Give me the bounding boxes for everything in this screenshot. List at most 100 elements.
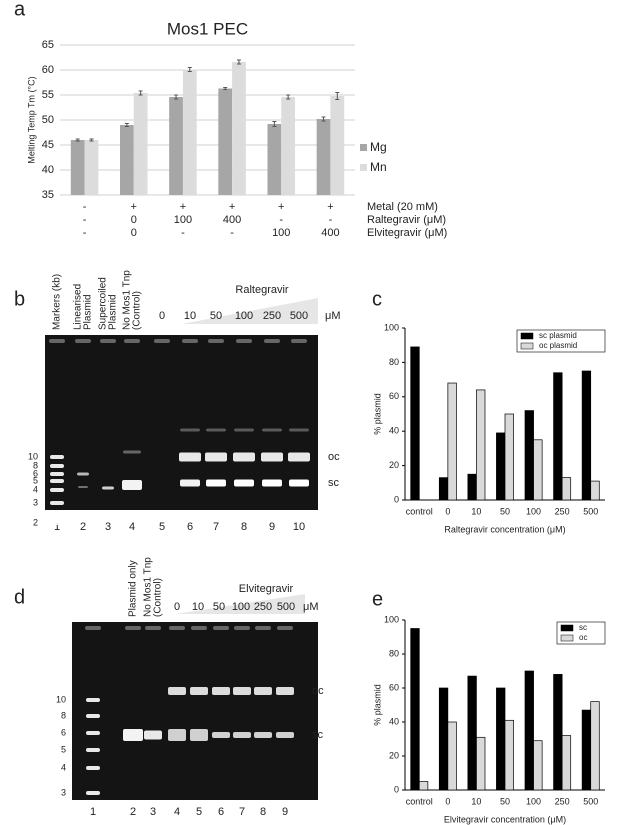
bar: [581, 370, 592, 501]
x-tick-label: 500: [583, 506, 598, 516]
legend-label: sc: [579, 623, 587, 632]
y-tick-label: 100: [384, 322, 399, 332]
concentration-label: 100: [235, 310, 253, 322]
lane-number: 5: [159, 521, 165, 533]
x-table-cell: +: [327, 201, 333, 213]
y-tick-label: 80: [389, 648, 399, 658]
lane-header: (Control): [153, 578, 164, 617]
bar: [232, 62, 246, 195]
legend-swatch: [520, 342, 534, 350]
lane-header: Supercoiled: [98, 277, 109, 330]
bar: [169, 97, 183, 195]
lane-number: 6: [218, 806, 224, 818]
y-axis-label: % plasmid: [372, 684, 382, 726]
gel-band: [125, 626, 141, 630]
lane-number: 1: [90, 806, 96, 818]
gel-band: [262, 479, 282, 487]
gel-band: [168, 729, 186, 741]
gel-band: [78, 486, 88, 488]
x-table-cell: 100: [272, 227, 290, 239]
gel-band: [86, 791, 100, 795]
y-tick-label: 60: [389, 391, 399, 401]
lane-number: 8: [260, 806, 266, 818]
gel-band: [85, 626, 101, 630]
gel-band: [234, 479, 254, 487]
panel-label: a: [14, 0, 26, 20]
concentration-unit: μM: [303, 601, 319, 613]
gel-band: [123, 450, 141, 454]
x-table-row-label: Raltegravir (μM): [367, 214, 446, 226]
x-table-cell: 0: [131, 227, 137, 239]
x-tick-label: 0: [445, 796, 450, 806]
band-label: oc: [328, 451, 340, 463]
lane-number: 9: [282, 806, 288, 818]
error-bar: [138, 90, 143, 96]
gel-band: [264, 339, 280, 343]
concentration-label: 0: [159, 310, 165, 322]
lane-number: 8: [241, 521, 247, 533]
x-table-cell: +: [131, 201, 137, 213]
bar: [590, 480, 600, 501]
y-tick-label: 35: [42, 189, 54, 201]
gel-band: [206, 479, 226, 487]
x-table-cell: +: [180, 201, 186, 213]
y-tick-label: 0: [394, 494, 399, 504]
lane-number: 6: [187, 521, 193, 533]
x-table-cell: -: [329, 214, 333, 226]
error-bar: [335, 92, 340, 100]
y-tick-label: 0: [394, 784, 399, 794]
bar: [533, 740, 543, 791]
gel-band: [86, 748, 100, 752]
bar: [316, 119, 331, 195]
y-tick-label: 60: [389, 682, 399, 692]
x-tick-label: control: [406, 506, 433, 516]
drug-label: Elvitegravir: [239, 583, 294, 595]
y-tick-label: 20: [389, 460, 399, 470]
lane-number: 7: [213, 521, 219, 533]
marker-size-label: 4: [33, 484, 38, 494]
x-table-cell: -: [83, 201, 87, 213]
marker-size-label: 10: [28, 451, 38, 461]
x-tick-label: 100: [526, 506, 541, 516]
marker-size-label: 2: [33, 517, 38, 527]
gel-band: [154, 339, 170, 343]
gel-band: [276, 732, 294, 738]
bar: [467, 675, 477, 791]
bar: [267, 124, 282, 195]
gel-band: [50, 455, 64, 459]
lane-number: 4: [174, 806, 180, 818]
gel-band: [49, 339, 65, 343]
x-axis-label: Elvitegravir concentration (μM): [444, 814, 566, 824]
concentration-label: 500: [277, 601, 295, 613]
lane-number: 9: [269, 521, 275, 533]
error-bar: [236, 59, 241, 65]
x-table-cell: +: [229, 201, 235, 213]
gel-band: [180, 479, 200, 487]
gel-band: [191, 626, 207, 630]
bar: [561, 735, 572, 791]
lane-header: Plasmid only: [128, 560, 139, 617]
marker-size-label: 10: [56, 694, 66, 704]
x-table-cell: -: [279, 214, 283, 226]
bar: [524, 410, 534, 501]
bar: [410, 346, 420, 501]
gel-image: [72, 622, 318, 800]
lane-number: 3: [150, 806, 156, 818]
gel-band: [182, 339, 198, 343]
x-table-cell: -: [181, 227, 185, 239]
bar: [70, 140, 85, 195]
bar: [467, 473, 477, 501]
concentration-label: 250: [254, 601, 272, 613]
band-label: oc: [312, 685, 324, 697]
chart-title: Mos1 PEC: [167, 19, 248, 38]
marker-size-label: 3: [33, 497, 38, 507]
gel-band: [212, 732, 230, 738]
bar: [476, 389, 486, 501]
y-axis-label: % plasmid: [372, 393, 382, 435]
x-table-cell: 400: [321, 227, 339, 239]
x-axis-label: Raltegravir concentration (μM): [444, 524, 565, 534]
error-bar: [124, 123, 129, 127]
lane-number: 4: [129, 521, 135, 533]
y-tick-label: 40: [389, 716, 399, 726]
y-tick-label: 80: [389, 357, 399, 367]
